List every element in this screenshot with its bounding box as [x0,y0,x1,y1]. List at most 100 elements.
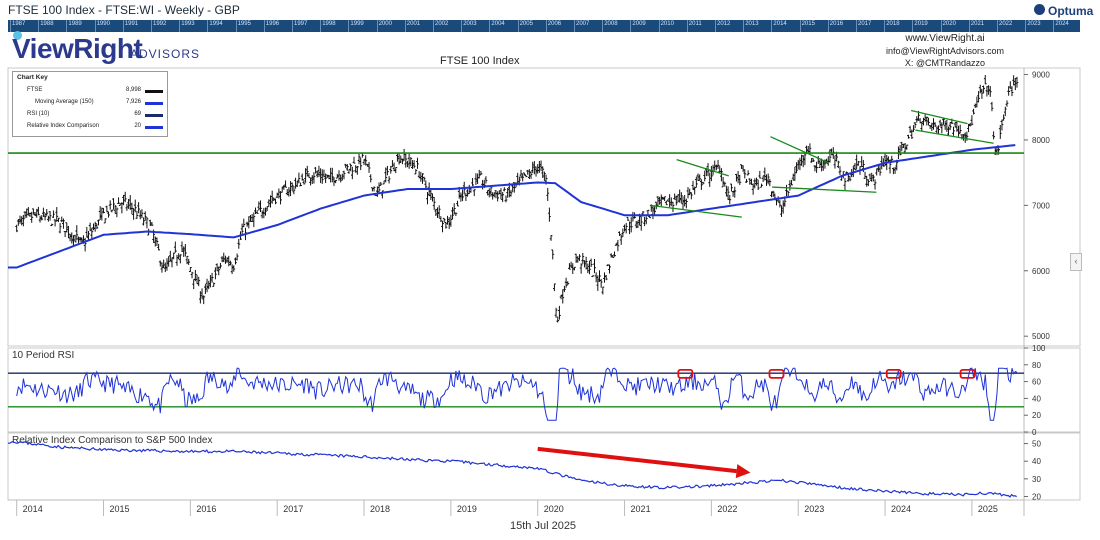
timeline-year-label[interactable]: 2023 [1027,21,1041,27]
timeline-tick [235,20,237,32]
brand-name: ViewRight [12,33,143,64]
timeline-tick [263,20,265,32]
timeline-year-label[interactable]: 1988 [40,21,54,27]
moving-average-line [8,144,1016,269]
timeline-year-label[interactable]: 1994 [209,21,223,27]
footer-date: 15th Jul 2025 [510,520,577,532]
timeline-year-label[interactable]: 2003 [463,21,477,27]
optuma-logo-icon [1034,4,1045,15]
x-axis-label: 2021 [631,504,651,514]
chart-title: FTSE 100 Index [440,55,520,67]
timeline-tick [545,20,547,32]
timeline-tick [912,20,914,32]
timeline-year-label[interactable]: 1992 [153,21,167,27]
timeline-year-label[interactable]: 1991 [124,21,139,27]
timeline-tick [574,20,575,32]
timeline-year-label[interactable]: 1989 [68,21,82,27]
timeline-year-label[interactable]: 1993 [181,21,195,27]
timeline-year-label[interactable]: 2017 [858,21,872,27]
timeline-tick [771,20,773,32]
chart-key-name: Relative Index Comparison [27,123,100,129]
timeline-tick [348,20,350,32]
x-axis-label: 2017 [283,504,303,514]
timeline-tick [1053,20,1055,32]
timeline-year-label[interactable]: 1990 [96,21,110,27]
timeline-year-label[interactable]: 2005 [519,21,533,27]
price-axis-label: 6000 [1032,267,1050,276]
trend-channel-upper [676,158,729,177]
timeline-year-label[interactable]: 2024 [1055,21,1069,27]
collapse-panel-handle[interactable]: ‹ [1070,253,1082,271]
timeline-year-label[interactable]: 1987 [12,21,26,27]
timeline-tick [207,20,209,32]
timeline-year-label[interactable]: 2015 [801,21,815,27]
timeline-year-label[interactable]: 2004 [491,21,505,27]
x-axis-label: 2014 [23,504,43,514]
timeline-year-label[interactable]: 2020 [942,21,956,27]
timeline-year-label[interactable]: 2001 [406,21,421,27]
timeline-tick [630,20,632,32]
timeline-year-label[interactable]: 2002 [435,21,449,27]
timeline-year-label[interactable]: 2014 [773,21,787,27]
timeline-tick [997,20,998,32]
chart-key-name: FTSE [27,87,43,93]
rsi-axis-label: 20 [1032,411,1041,420]
timeline-tick [968,20,970,32]
x-axis-label: 2023 [804,504,824,514]
timeline-year-label[interactable]: 2021 [970,21,985,27]
timeline-tick [122,20,124,32]
timeline-year-label[interactable]: 2022 [999,21,1013,27]
relative-axis-label: 30 [1032,475,1041,484]
timeline-navigator[interactable]: 1987 1988 1989 1990 1991 1992 1993 1994 1995 1996… [8,20,1080,32]
x-axis-label: 2024 [891,504,911,514]
rsi-axis-label: 60 [1032,378,1041,387]
trend-channel-upper [910,109,968,125]
relative-index-line [8,441,1017,498]
timeline-year-label[interactable]: 2012 [717,21,731,27]
timeline-tick [799,20,801,32]
relative-axis-label: 40 [1032,457,1041,466]
timeline-year-label[interactable]: 2006 [547,21,562,27]
chart-key-row-rsi: RSI (10) 69 [13,110,167,120]
timeline-year-label[interactable]: 1999 [350,21,364,27]
timeline-year-label[interactable]: 1998 [322,21,336,27]
timeline-tick [743,20,745,32]
timeline-year-label[interactable]: 2011 [688,21,702,27]
timeline-year-label[interactable]: 2007 [576,21,590,27]
timeline-year-label[interactable]: 2016 [829,21,844,27]
timeline-year-label[interactable]: 2010 [660,21,674,27]
timeline-year-label[interactable]: 1995 [237,21,251,27]
timeline-tick [602,20,604,32]
timeline-year-label[interactable]: 1996 [265,21,280,27]
timeline-year-label[interactable]: 2000 [378,21,392,27]
rsi-line [16,367,1018,421]
x-axis-label: 2020 [544,504,564,514]
timeline-year-label[interactable]: 2019 [914,21,928,27]
x-axis-label: 2018 [370,504,390,514]
relative-panel-title: Relative Index Comparison to S&P 500 Ind… [12,435,213,446]
timeline-tick [884,20,886,32]
timeline-tick [38,20,40,32]
trend-arrow-shaft [537,446,737,474]
timeline-year-label[interactable]: 2018 [886,21,900,27]
timeline-year-label[interactable]: 1997 [294,21,308,27]
rsi-highlight-box [768,368,785,379]
optuma-logo-text: Optuma [1048,4,1094,18]
x-axis-label: 2015 [110,504,130,514]
rsi-axis-label: 40 [1032,394,1041,403]
timeline-year-label[interactable]: 2013 [745,21,759,27]
rsi-axis-label: 0 [1032,428,1037,437]
rsi-highlight-box [885,368,902,379]
chart-key-swatch [145,90,163,93]
rsi-axis-label: 100 [1032,344,1046,353]
trend-channel-upper [770,136,829,164]
rsi-panel-title: 10 Period RSI [12,350,74,361]
chart-key-title: Chart Key [17,74,48,81]
timeline-year-label[interactable]: 2008 [604,21,618,27]
timeline-year-label[interactable]: 2009 [632,21,646,27]
chart-key-value: 8,998 [125,87,141,93]
brand-logo: ViewRight ADVISORS [12,31,212,69]
chart-key-row-ma: Moving Average (150) 7,926 [13,98,167,108]
relative-axis-label: 20 [1032,492,1041,501]
